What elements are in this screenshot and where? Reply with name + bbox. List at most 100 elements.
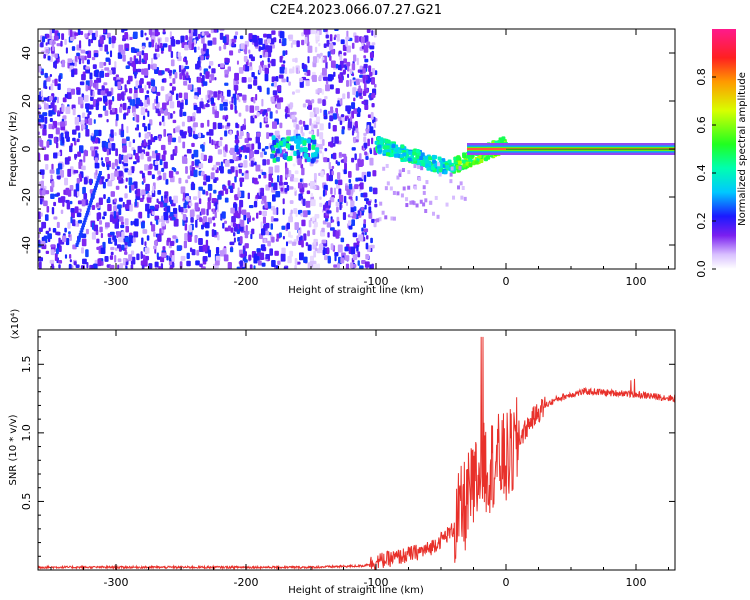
spectrogram-cell — [279, 122, 283, 129]
spectrogram-cell — [120, 92, 125, 100]
spectrogram-cell — [240, 253, 245, 258]
spectrogram-cell — [119, 106, 123, 113]
spectrogram-cell — [348, 170, 352, 178]
spectrogram-cell — [130, 250, 135, 255]
spectrogram-cell — [67, 189, 72, 197]
spectrogram-cell — [51, 180, 55, 188]
spectrogram-cell — [354, 184, 359, 190]
spectrogram-cell — [430, 166, 435, 171]
spectrogram-cell — [147, 170, 152, 176]
spectrogram-cell — [219, 137, 223, 141]
spectrogram-cell — [236, 80, 239, 85]
spectrogram-cell — [286, 76, 289, 83]
spectrogram-cell — [198, 237, 203, 245]
spectrogram-cell — [96, 238, 100, 244]
spectrogram-cell — [145, 151, 150, 157]
spectrogram-cell — [110, 129, 114, 135]
spectrogram-cell — [312, 56, 318, 64]
spectrogram-cell — [271, 135, 276, 141]
spectrogram-cell — [271, 58, 276, 67]
spectrogram-cell — [253, 255, 258, 264]
spectrogram-cell — [167, 134, 173, 143]
spectrogram-cell — [431, 211, 435, 216]
spectrogram-cell — [279, 174, 283, 182]
spectrogram-cell — [356, 244, 359, 252]
spectrogram-cell — [262, 43, 266, 50]
spectrogram-cell — [103, 82, 108, 86]
spectrogram-cell — [301, 167, 305, 176]
spectrogram-cell — [78, 233, 82, 238]
spectrogram-cell — [67, 58, 73, 64]
spectrogram-cell — [253, 265, 256, 269]
spectrogram-cell — [280, 253, 286, 262]
spectrogram-cell — [370, 237, 373, 244]
spectrogram-cell — [332, 152, 337, 160]
spectrogram-cell — [293, 208, 298, 214]
spectrogram-cell — [358, 85, 361, 92]
spectrogram-cell — [50, 249, 55, 256]
spectrogram-cell — [44, 72, 48, 78]
spectrogram-cell — [286, 129, 291, 136]
spectrogram-cell — [44, 116, 48, 124]
spectrogram-cell — [366, 29, 371, 33]
spectrogram-cell — [156, 155, 160, 161]
spectrogram-cell — [76, 52, 80, 57]
spectrogram-cell — [211, 198, 217, 202]
spectrogram-cell — [255, 136, 260, 144]
spectrogram-cell — [344, 255, 350, 261]
spectrogram-cell — [155, 42, 158, 50]
spectrogram-cell — [95, 202, 99, 208]
spectrogram-cell — [178, 136, 182, 143]
spectrogram-cell — [363, 192, 368, 198]
spectrogram-cell — [152, 185, 155, 194]
spectrogram-cell — [51, 207, 55, 215]
spectrogram-cell — [91, 148, 96, 157]
x-tick-label: -200 — [234, 275, 259, 288]
spectrogram-cell — [317, 87, 322, 93]
spectrogram-cell — [348, 179, 352, 183]
spectrogram-cell — [434, 195, 438, 200]
spectrogram-cell — [243, 64, 246, 71]
spectrogram-cell — [323, 76, 328, 81]
spectrogram-cell — [148, 29, 153, 36]
spectrogram-cell — [145, 255, 150, 261]
spectrogram-cell — [214, 105, 218, 110]
spectrogram-cell — [127, 105, 131, 110]
spectrogram-cell — [193, 104, 198, 111]
spectrogram-cell — [217, 149, 223, 155]
spectrogram-cell — [231, 96, 234, 104]
spectrogram-cell — [40, 212, 43, 217]
spectrogram-cell — [173, 218, 179, 227]
spectrogram-cell — [313, 172, 317, 180]
spectrogram-cell — [340, 257, 345, 264]
spectrogram-cell — [205, 230, 209, 237]
spectrogram-cell — [125, 47, 129, 52]
spectrogram-cell — [288, 68, 293, 74]
spectrogram-cell — [147, 123, 151, 131]
spectrogram-cell — [154, 98, 157, 104]
spectrogram-cell — [161, 102, 167, 110]
spectrogram-cell — [198, 132, 202, 138]
spectrogram-cell — [337, 161, 341, 166]
spectrogram-cell — [93, 263, 98, 269]
spectrogram-cell — [368, 206, 372, 214]
spectrogram-cell — [68, 263, 72, 269]
spectrogram-cell — [373, 221, 377, 228]
spectrogram-cell — [111, 67, 116, 75]
spectrogram-cell — [193, 149, 199, 158]
spectrogram-cell — [64, 38, 67, 46]
spectrogram-cell — [126, 125, 129, 134]
spectrogram-cell — [135, 97, 141, 105]
spectrogram-cell — [303, 152, 308, 158]
spectrogram-cell — [180, 186, 186, 194]
spectrogram-cell — [128, 234, 131, 243]
spectrogram-cell — [110, 191, 115, 197]
y-tick-label: 0.5 — [20, 493, 33, 511]
spectrogram-cell — [93, 53, 99, 58]
spectrogram-cell — [272, 157, 277, 163]
spectrogram-cell — [328, 175, 333, 182]
spectrogram-cell — [102, 95, 108, 102]
spectrogram-cell — [220, 161, 223, 167]
spectrogram-cell — [56, 142, 59, 149]
spectrogram-cell — [161, 78, 165, 83]
